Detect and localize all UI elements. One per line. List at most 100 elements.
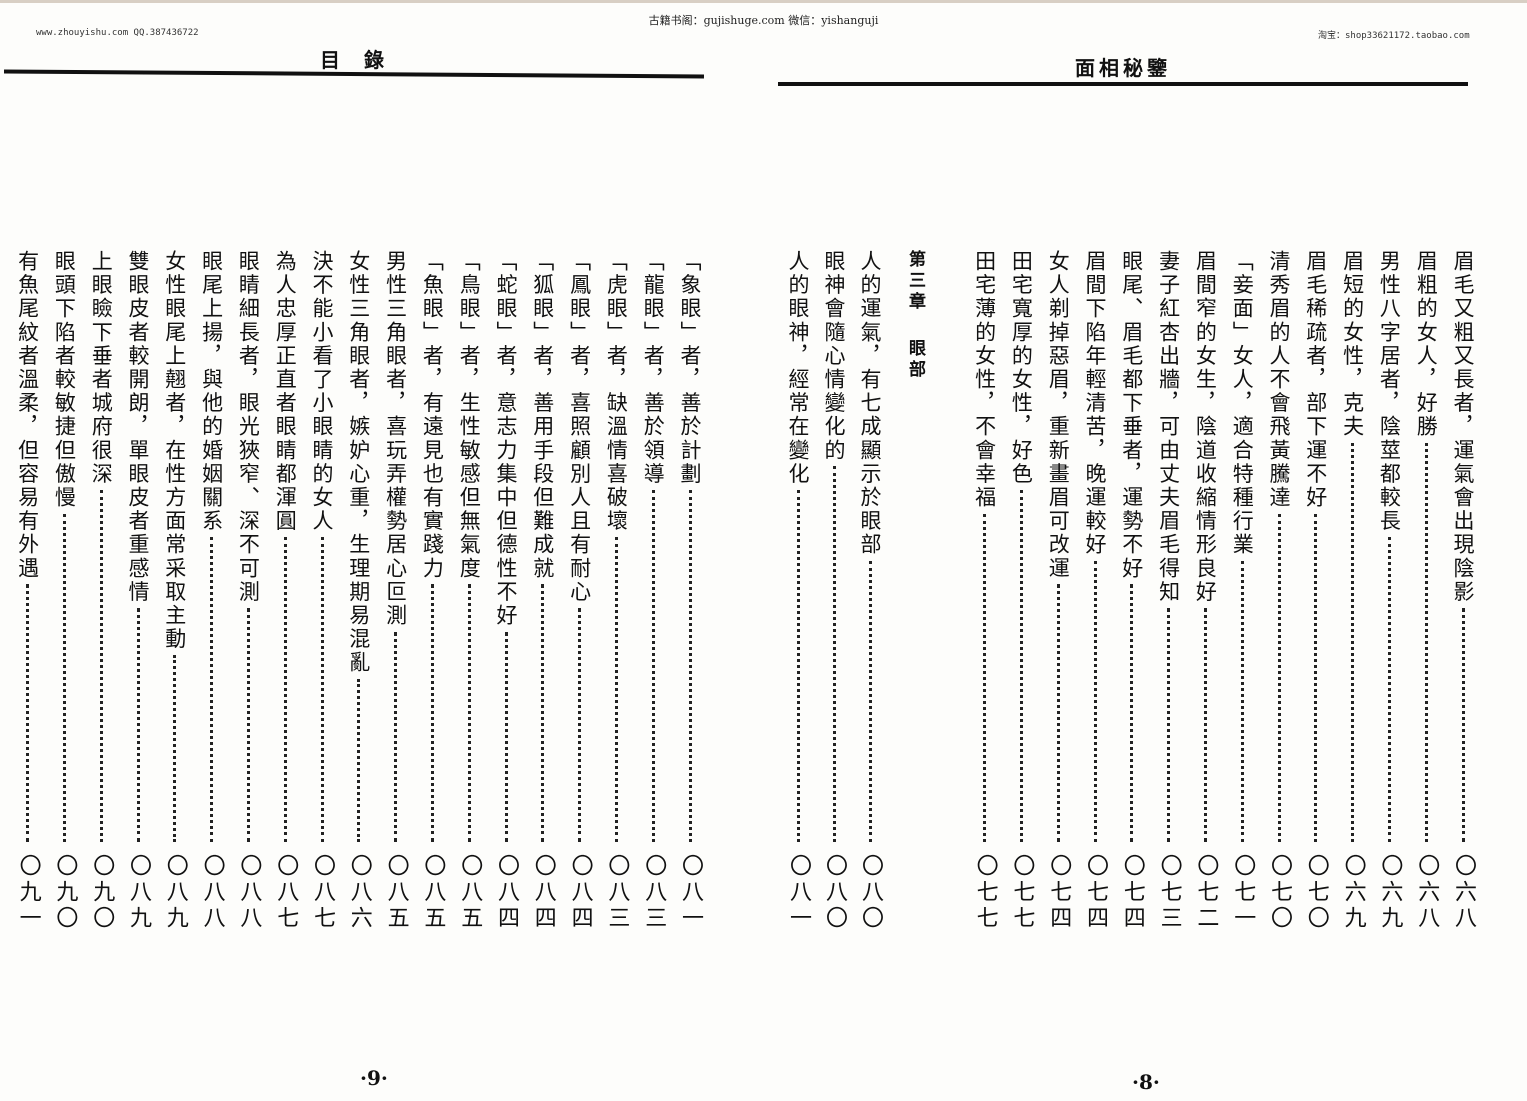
toc-entry-page: 〇八五 xyxy=(457,854,483,932)
dot-leader xyxy=(1277,513,1281,842)
toc-entry-page: 〇七〇 xyxy=(1267,854,1292,932)
dot-leader xyxy=(467,584,471,842)
toc-entry: 女人剃掉惡眉，重新畫眉可改運〇七四 xyxy=(1043,250,1073,932)
toc-entry-page: 〇八三 xyxy=(641,854,667,932)
toc-entry-page: 〇七七 xyxy=(972,854,998,932)
toc-entry-page: 〇八九 xyxy=(126,854,151,932)
toc-entry-title: 女人剃掉惡眉，重新畫眉可改運 xyxy=(1046,250,1071,581)
right-page-title: 面相秘鑒 xyxy=(1075,56,1171,80)
dot-leader xyxy=(1314,513,1318,842)
toc-entry-title: 眼頭下陷者較敏捷但傲慢 xyxy=(52,250,77,510)
toc-entry: 上眼瞼下垂者城府很深 〇九〇 xyxy=(86,250,116,932)
dot-leader xyxy=(651,490,655,842)
toc-entry: 「蛇眼」者，意志力集中但德性不好 〇八四 xyxy=(491,250,521,932)
toc-entry-title: 田宅薄的女性，不會幸福 xyxy=(972,250,997,510)
toc-entry-title: 上眼瞼下垂者城府很深 xyxy=(89,250,114,486)
dot-leader xyxy=(1130,584,1134,842)
toc-entry-title: 眉粗的女人，好勝 xyxy=(1414,250,1439,439)
toc-entry: 雙眼皮者較開朗，單眼皮者重感情 〇八九 xyxy=(123,250,153,932)
dot-leader xyxy=(99,490,103,842)
left-page-title: 目錄 xyxy=(320,48,408,72)
toc-entry-page: 〇七四 xyxy=(1046,854,1072,932)
toc-entry-page: 〇八〇 xyxy=(858,854,883,932)
toc-entry: 女性三角眼者，嫉妒心重，生理期易混亂 〇八六 xyxy=(344,250,374,932)
left-page-number: ·9· xyxy=(360,1066,388,1090)
toc-entry-title: 男性八字居者，陰莖都較長 xyxy=(1377,250,1402,534)
toc-entry: 男性三角眼者，喜玩弄權勢居心叵測 〇八五 xyxy=(381,250,411,932)
toc-entry: 有魚尾紋者溫柔，但容易有外遇 〇九一 xyxy=(13,250,43,932)
toc-entry-page: 〇八七 xyxy=(273,854,299,932)
dot-leader xyxy=(1387,537,1391,842)
dot-leader xyxy=(578,608,582,842)
toc-entry: 眉毛又粗又長者，運氣會出現陰影〇六八 xyxy=(1448,250,1478,932)
toc-entry-page: 〇七二 xyxy=(1193,854,1219,932)
toc-entry: 眉間下陷年輕清苦，晚運較好 〇七四 xyxy=(1080,250,1110,932)
toc-entry-title: 眼尾上揚，與他的婚姻關系 xyxy=(199,250,224,534)
toc-entry: 田宅薄的女性，不會幸福〇七七 xyxy=(970,250,1000,932)
toc-entry: 「妾面」女人，適合特種行業〇七一 xyxy=(1227,250,1257,932)
toc-entry-title: 眉短的女性，克夫 xyxy=(1340,250,1365,439)
toc-entry-page: 〇八五 xyxy=(420,854,446,932)
toc-entry-page: 〇七三 xyxy=(1156,854,1182,932)
toc-entry-page: 〇六八 xyxy=(1451,854,1476,932)
toc-entry-page: 〇八三 xyxy=(604,854,630,932)
toc-entry-title: 「妾面」女人，適合特種行業 xyxy=(1230,250,1255,557)
dot-leader xyxy=(357,678,361,842)
toc-entry-title: 清秀眉的人不會飛黃騰達 xyxy=(1267,250,1291,510)
toc-entry-page: 〇八八 xyxy=(199,854,225,932)
toc-entry: 「鳳眼」者，喜照顧別人且有耐心〇八四 xyxy=(565,250,595,932)
toc-entry: 「虎眼」者，缺溫情喜破壞 〇八三 xyxy=(601,250,631,932)
dot-leader xyxy=(614,537,618,842)
toc-entry-title: 「鳳眼」者，喜照顧別人且有耐心 xyxy=(567,250,592,604)
toc-entry-title: 妻子紅杏出牆，可由丈夫眉毛得知 xyxy=(1156,250,1181,604)
toc-entry-title: 「象眼」者，善於計劃 xyxy=(678,250,702,486)
toc-entry: 妻子紅杏出牆，可由丈夫眉毛得知〇七三 xyxy=(1154,250,1184,932)
toc-entry: 田宅寬厚的女性，好色 〇七七 xyxy=(1006,250,1036,932)
dot-leader xyxy=(26,584,30,842)
right-header-rule xyxy=(778,82,1468,86)
toc-entry: 「鳥眼」者，生性敏感但無氣度 〇八五 xyxy=(454,250,484,932)
dot-leader xyxy=(832,466,836,842)
toc-entry: 眼睛細長者，眼光狹窄、深不可測 〇八八 xyxy=(233,250,263,932)
toc-entry: 眼神會隨心情變化的 〇八〇 xyxy=(819,250,849,932)
toc-entry: 人的眼神，經常在變化 〇八一 xyxy=(783,250,813,932)
toc-entry-page: 〇七〇 xyxy=(1303,854,1329,932)
toc-entry-page: 〇八四 xyxy=(567,854,593,932)
dot-leader xyxy=(394,631,398,842)
toc-entry: 眼頭下陷者較敏捷但傲慢〇九〇 xyxy=(49,250,79,932)
toc-entry-title: 眼尾、眉毛都下垂者，運勢不好 xyxy=(1119,250,1144,581)
toc-entry-title: 為人忠厚正直者眼睛都渾圓 xyxy=(273,250,298,534)
dot-leader xyxy=(796,490,800,842)
watermark-center: 古籍书阁：gujishuge.com 微信：yishanguji xyxy=(648,14,879,27)
dot-leader xyxy=(868,560,872,842)
toc-entry: 決不能小看了小眼睛的女人 〇八七 xyxy=(307,250,337,932)
dot-leader xyxy=(246,608,250,842)
toc-entry: 「象眼」者，善於計劃 〇八一 xyxy=(675,250,705,932)
toc-entry-title: 男性三角眼者，喜玩弄權勢居心叵測 xyxy=(383,250,408,628)
chapter-name: 眼部 xyxy=(905,339,925,381)
dot-leader xyxy=(1019,490,1023,842)
toc-entry: 男性八字居者，陰莖都較長〇六九 xyxy=(1374,250,1404,932)
toc-entry: 清秀眉的人不會飛黃騰達〇七〇 xyxy=(1264,250,1294,932)
toc-entry-title: 有魚尾紋者溫柔，但容易有外遇 xyxy=(15,250,40,581)
toc-entry-page: 〇八七 xyxy=(310,854,335,932)
toc-entry-page: 〇七一 xyxy=(1230,854,1256,932)
dot-leader xyxy=(1461,608,1465,842)
watermark-left: www.zhouyishu.com QQ.387436722 xyxy=(36,28,199,38)
dot-leader xyxy=(1424,442,1428,842)
dot-leader xyxy=(504,631,508,842)
toc-entry: 「狐眼」者，善用手段但難成就 〇八四 xyxy=(528,250,558,932)
toc-entry-page: 〇九〇 xyxy=(52,854,78,932)
toc-entry: 人的運氣，有七成顯示於眼部 〇八〇 xyxy=(855,250,885,932)
toc-entry-title: 眉毛又粗又長者，運氣會出現陰影 xyxy=(1451,250,1475,604)
toc-entry-title: 「魚眼」者，有遠見也有實踐力 xyxy=(420,250,445,581)
toc-entry-title: 眉毛稀疏者，部下運不好 xyxy=(1303,250,1328,510)
dot-leader xyxy=(283,537,287,842)
dot-leader xyxy=(210,537,214,842)
toc-entry-title: 人的眼神，經常在變化 xyxy=(786,250,810,486)
toc-entry-page: 〇八四 xyxy=(494,854,519,932)
toc-entry-page: 〇六九 xyxy=(1377,854,1403,932)
chapter-number: 第三章 xyxy=(905,250,925,313)
dot-leader xyxy=(1203,608,1207,842)
toc-entry-page: 〇七四 xyxy=(1119,854,1145,932)
